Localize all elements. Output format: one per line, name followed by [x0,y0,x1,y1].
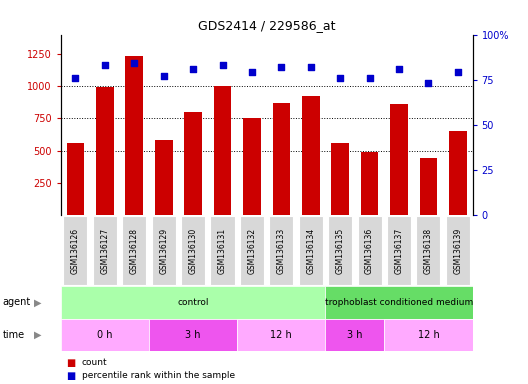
Bar [67,143,84,215]
FancyBboxPatch shape [299,217,323,285]
FancyBboxPatch shape [417,217,440,285]
FancyBboxPatch shape [357,217,382,285]
FancyBboxPatch shape [237,319,325,351]
Text: 0 h: 0 h [97,330,112,340]
Bar [361,152,379,215]
Text: GSM136136: GSM136136 [365,227,374,274]
Point [130,60,138,66]
FancyBboxPatch shape [93,217,117,285]
Bar [126,56,143,215]
Text: ▶: ▶ [34,330,42,340]
Text: 12 h: 12 h [270,330,292,340]
Bar [449,131,467,215]
Point [365,75,374,81]
Point [336,75,344,81]
FancyBboxPatch shape [325,286,473,319]
Text: GSM136131: GSM136131 [218,227,227,274]
Text: GSM136132: GSM136132 [248,227,257,274]
FancyBboxPatch shape [61,286,325,319]
FancyBboxPatch shape [152,217,176,285]
Point [277,64,286,70]
Text: ■: ■ [66,358,76,368]
FancyBboxPatch shape [181,217,205,285]
Bar [272,103,290,215]
Text: percentile rank within the sample: percentile rank within the sample [82,371,235,380]
Bar [302,96,319,215]
FancyBboxPatch shape [63,217,88,285]
FancyBboxPatch shape [240,217,264,285]
Text: GSM136139: GSM136139 [454,227,463,274]
Text: GSM136133: GSM136133 [277,227,286,274]
Bar [332,143,349,215]
Text: agent: agent [3,297,31,308]
Point [395,66,403,72]
Text: GDS2414 / 229586_at: GDS2414 / 229586_at [198,19,335,32]
Bar [420,158,437,215]
Text: count: count [82,358,108,367]
FancyBboxPatch shape [328,217,352,285]
Text: GSM136126: GSM136126 [71,227,80,274]
FancyBboxPatch shape [384,319,473,351]
Bar [96,88,114,215]
Point [101,62,109,68]
Text: 3 h: 3 h [185,330,201,340]
Point [248,70,256,76]
Text: GSM136130: GSM136130 [188,227,197,274]
Bar [390,104,408,215]
Point [454,70,462,76]
Point [307,64,315,70]
Bar [184,112,202,215]
Text: GSM136127: GSM136127 [100,227,109,274]
Text: trophoblast conditioned medium: trophoblast conditioned medium [325,298,473,307]
FancyBboxPatch shape [122,217,146,285]
FancyBboxPatch shape [211,217,234,285]
FancyBboxPatch shape [61,319,149,351]
Text: GSM136137: GSM136137 [394,227,403,274]
FancyBboxPatch shape [149,319,237,351]
Point [424,80,432,86]
Text: GSM136135: GSM136135 [336,227,345,274]
Text: 3 h: 3 h [347,330,363,340]
FancyBboxPatch shape [269,217,294,285]
Bar [155,140,173,215]
Text: GSM136129: GSM136129 [159,227,168,274]
Text: GSM136128: GSM136128 [130,228,139,273]
FancyBboxPatch shape [387,217,411,285]
Point [189,66,197,72]
Bar [214,86,231,215]
Text: ▶: ▶ [34,297,42,308]
Text: control: control [177,298,209,307]
Text: 12 h: 12 h [418,330,439,340]
FancyBboxPatch shape [446,217,470,285]
FancyBboxPatch shape [325,319,384,351]
Bar [243,118,261,215]
Text: GSM136134: GSM136134 [306,227,315,274]
Point [218,62,227,68]
Point [71,75,80,81]
Point [159,73,168,79]
Text: ■: ■ [66,371,76,381]
Text: time: time [3,330,25,340]
Text: GSM136138: GSM136138 [424,227,433,274]
